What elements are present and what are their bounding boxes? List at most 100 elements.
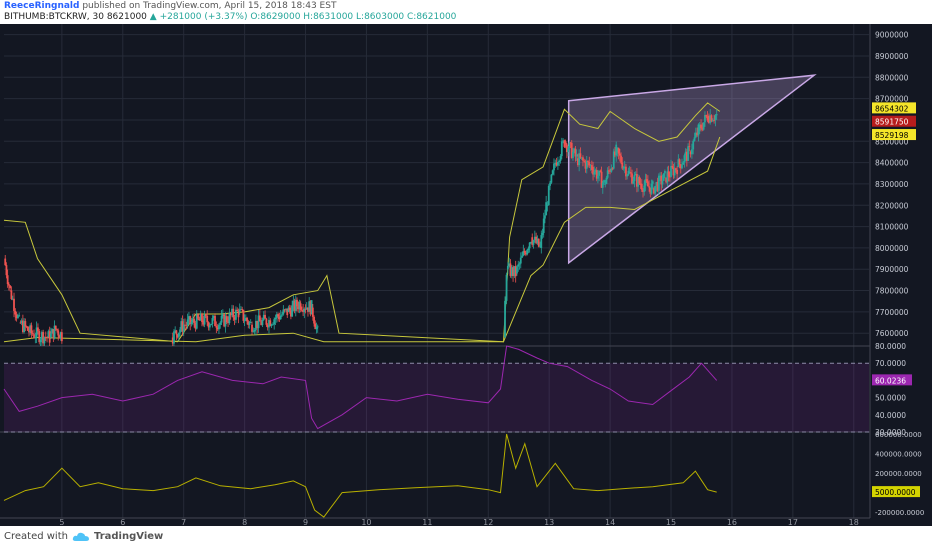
price-label-box	[872, 115, 916, 127]
candle-body	[237, 310, 240, 318]
candle-body	[611, 168, 614, 170]
x-tick-label: 5	[59, 518, 64, 526]
rsi-tick-label: 30.0000	[875, 428, 906, 437]
candle-body	[599, 170, 602, 172]
candle-body	[536, 238, 539, 244]
candle-body	[313, 316, 315, 324]
candle-body	[225, 316, 228, 323]
candle-body	[542, 218, 545, 234]
candle-body	[9, 285, 11, 289]
candle-body	[513, 266, 516, 277]
candle-body	[300, 309, 303, 311]
candle-body	[604, 183, 607, 185]
candle-body	[514, 266, 517, 277]
trading-chart[interactable]: 5 6 7 8 9 10 11 12 13 14 15 16 17 18 7600000 7700000 780…	[0, 24, 932, 526]
price-tick-label: 7600000	[875, 329, 909, 338]
price-tick-label: 8800000	[875, 73, 909, 82]
candle-body	[684, 151, 687, 156]
candle-body	[689, 151, 692, 155]
candle-body	[644, 179, 647, 186]
candle-body	[659, 175, 661, 177]
candle-body	[268, 319, 270, 328]
candle-body	[176, 334, 179, 338]
candle-body	[688, 146, 691, 148]
candle-body	[189, 316, 192, 325]
candle-body	[636, 174, 638, 187]
candle-body	[642, 189, 644, 192]
candle-body	[247, 321, 250, 325]
candle-body	[700, 124, 702, 129]
candle-body	[210, 324, 213, 326]
candle-body	[715, 114, 718, 116]
x-tick-label: 7	[181, 518, 186, 526]
candle-body	[17, 315, 19, 319]
candles-group	[4, 109, 718, 346]
rsi-line	[3, 345, 718, 430]
candle-body	[572, 152, 574, 158]
symbol-label: BITHUMB:BTCKRW, 30	[4, 12, 104, 22]
candle-body	[235, 309, 237, 320]
candle-body	[271, 324, 274, 326]
candle-body	[676, 169, 679, 175]
candle-body	[714, 115, 717, 121]
price-tick-label: 8000000	[875, 244, 909, 253]
candle-body	[660, 175, 663, 185]
candle-body	[545, 202, 548, 216]
candle-body	[562, 140, 565, 142]
candle-body	[678, 159, 681, 165]
candle-body	[539, 245, 541, 247]
candle-body	[242, 309, 245, 321]
candle-body	[580, 157, 583, 159]
candle-body	[535, 236, 538, 244]
candle-body	[290, 310, 292, 317]
candle-body	[668, 176, 671, 178]
candle-body	[208, 325, 211, 328]
candle-body	[679, 164, 682, 169]
candle-body	[653, 188, 655, 194]
candle-body	[687, 146, 689, 161]
author-link[interactable]: ReeceRingnald	[4, 1, 80, 11]
candle-body	[211, 318, 214, 325]
candle-body	[255, 320, 257, 330]
oscillator-tick-label: 600000.0000	[875, 431, 922, 439]
candle-body	[59, 332, 62, 339]
candle-body	[640, 183, 643, 190]
candle-body	[706, 116, 709, 121]
candle-body	[216, 327, 219, 330]
candle-body	[517, 264, 520, 267]
candle-body	[655, 182, 658, 186]
candle-body	[654, 185, 657, 194]
price-tick-label: 7700000	[875, 308, 909, 317]
rsi-value-box	[872, 374, 912, 386]
price-label-box	[872, 129, 916, 141]
rsi-tick-label: 80.0000	[875, 342, 906, 351]
tradingview-brand[interactable]: TradingView	[93, 531, 164, 542]
candle-body	[315, 327, 318, 330]
candle-body	[40, 332, 43, 340]
candle-body	[26, 326, 29, 331]
candle-body	[34, 337, 37, 339]
candle-body	[264, 314, 266, 319]
candle-body	[23, 321, 26, 333]
candle-body	[19, 322, 22, 324]
candle-body	[236, 309, 239, 311]
candle-body	[48, 331, 51, 343]
x-tick-label: 12	[483, 518, 493, 526]
candle-body	[53, 325, 56, 339]
price-tick-label: 8400000	[875, 159, 909, 168]
oscillator-tick-label: 200000.0000	[875, 470, 922, 478]
candle-body	[207, 322, 210, 328]
candle-body	[554, 163, 557, 164]
price-label: 8591750	[875, 118, 909, 127]
candle-body	[46, 337, 48, 339]
candle-body	[232, 308, 235, 318]
price-change: ▲ +281000 (+3.37%)	[149, 12, 248, 22]
candle-body	[265, 318, 268, 325]
candle-body	[568, 142, 571, 149]
candle-body	[182, 324, 185, 332]
candle-body	[579, 153, 582, 158]
candle-body	[547, 185, 550, 206]
candle-body	[282, 309, 285, 315]
candle-body	[677, 159, 680, 167]
bollinger-lower-band	[3, 136, 721, 343]
